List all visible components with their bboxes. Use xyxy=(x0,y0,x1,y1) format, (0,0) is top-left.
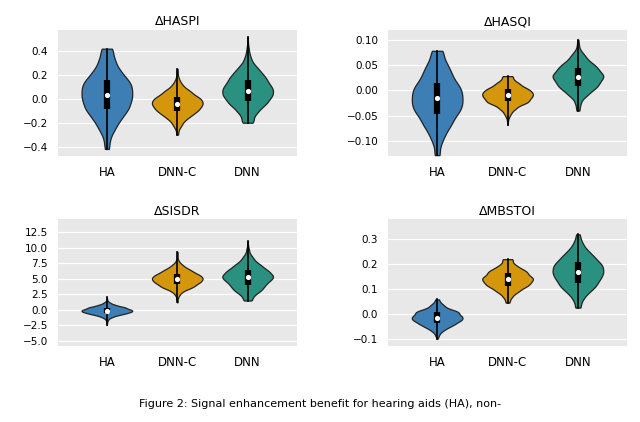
Point xyxy=(573,268,583,275)
Point xyxy=(172,276,182,282)
Title: ΔMBSTOI: ΔMBSTOI xyxy=(479,205,536,218)
Point xyxy=(172,100,182,107)
Point xyxy=(102,307,112,314)
Text: Figure 2: Signal enhancement benefit for hearing aids (HA), non-: Figure 2: Signal enhancement benefit for… xyxy=(139,399,501,409)
Point xyxy=(243,87,253,94)
Point xyxy=(432,95,442,102)
Title: ΔSISDR: ΔSISDR xyxy=(154,205,200,218)
Title: ΔHASPI: ΔHASPI xyxy=(154,15,200,28)
Point xyxy=(102,91,112,98)
Point xyxy=(502,92,513,98)
Title: ΔHASQI: ΔHASQI xyxy=(484,15,531,28)
Point xyxy=(502,276,513,283)
Point xyxy=(243,274,253,281)
Point xyxy=(573,73,583,80)
Point xyxy=(432,314,442,321)
